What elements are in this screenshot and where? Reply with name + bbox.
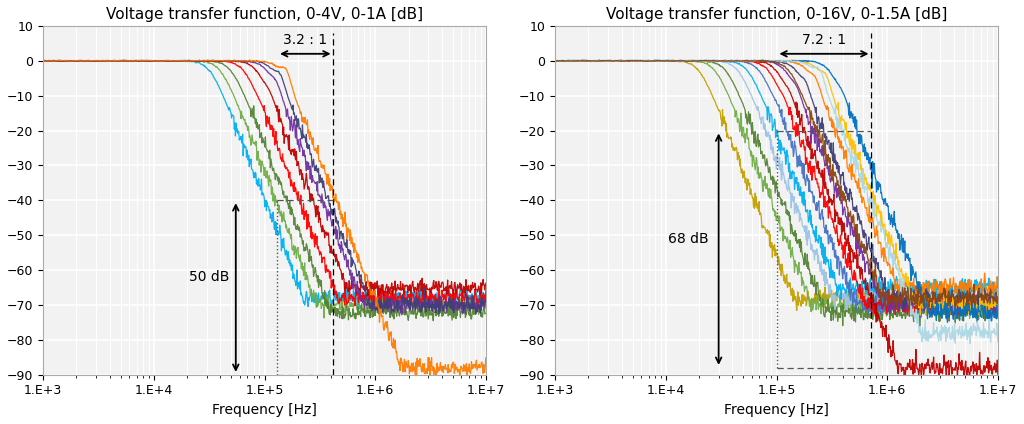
- Text: 68 dB: 68 dB: [669, 232, 709, 246]
- Title: Voltage transfer function, 0-16V, 0-1.5A [dB]: Voltage transfer function, 0-16V, 0-1.5A…: [606, 7, 947, 22]
- X-axis label: Frequency [Hz]: Frequency [Hz]: [212, 403, 317, 417]
- Text: 7.2 : 1: 7.2 : 1: [802, 33, 846, 47]
- Text: 50 dB: 50 dB: [189, 270, 229, 284]
- Text: 3.2 : 1: 3.2 : 1: [284, 33, 328, 47]
- X-axis label: Frequency [Hz]: Frequency [Hz]: [724, 403, 829, 417]
- Title: Voltage transfer function, 0-4V, 0-1A [dB]: Voltage transfer function, 0-4V, 0-1A [d…: [105, 7, 423, 22]
